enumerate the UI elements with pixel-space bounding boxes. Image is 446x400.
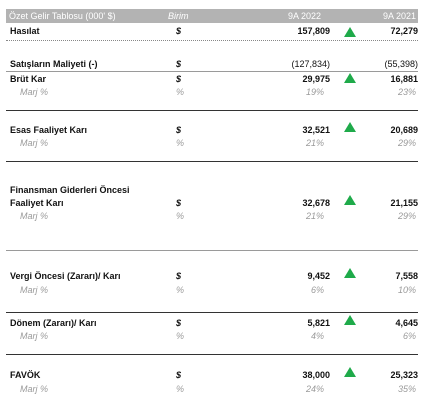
- divider: [6, 110, 418, 111]
- margin-label: Marj %: [20, 87, 49, 97]
- row-label: Vergi Öncesi (Zararı)/ Karı: [10, 271, 121, 281]
- margin-2021: 10%: [397, 285, 416, 295]
- divider: [6, 40, 418, 41]
- margin-unit: %: [176, 87, 185, 97]
- table-title: Özet Gelir Tablosu (000' $): [9, 11, 116, 21]
- table-row-brut-margin: Marj % % 19% 23%: [6, 86, 418, 99]
- margin-unit: %: [176, 384, 185, 394]
- row-label: Hasılat: [10, 26, 40, 36]
- row-label-line1: Finansman Giderleri Öncesi: [10, 185, 130, 195]
- currency-symbol: $: [176, 26, 182, 36]
- table-row-favok: FAVÖK $ 38,000 25,323: [6, 369, 418, 382]
- table-row-esas-faaliyet: Esas Faaliyet Karı $ 32,521 20,689: [6, 124, 418, 137]
- margin-label: Marj %: [20, 285, 49, 295]
- up-triangle-icon: [344, 73, 356, 83]
- value-2021: 25,323: [390, 370, 418, 380]
- row-label-line2: Faaliyet Karı: [10, 198, 64, 208]
- value-2021: 16,881: [390, 74, 418, 84]
- margin-unit: %: [176, 285, 185, 295]
- value-2021: 4,645: [395, 318, 418, 328]
- row-label: FAVÖK: [10, 370, 41, 380]
- margin-label: Marj %: [20, 138, 49, 148]
- divider: [6, 250, 418, 251]
- divider: [6, 71, 418, 72]
- up-triangle-icon: [344, 195, 356, 205]
- up-triangle-icon: [344, 27, 356, 37]
- divider: [6, 312, 418, 313]
- margin-2021: 23%: [397, 87, 416, 97]
- margin-label: Marj %: [20, 211, 49, 221]
- currency-symbol: $: [176, 198, 182, 208]
- margin-2021: 6%: [402, 331, 416, 341]
- up-triangle-icon: [344, 122, 356, 132]
- value-2022: 5,821: [307, 318, 330, 328]
- margin-2021: 29%: [397, 211, 416, 221]
- margin-label: Marj %: [20, 384, 49, 394]
- currency-symbol: $: [176, 370, 182, 380]
- value-2022: 38,000: [302, 370, 330, 380]
- table-row-brut-kar: Brüt Kar $ 29,975 16,881: [6, 73, 418, 86]
- margin-2021: 29%: [397, 138, 416, 148]
- table-row-finansman: Faaliyet Karı $ 32,678 21,155: [6, 197, 418, 210]
- up-triangle-icon: [344, 315, 356, 325]
- margin-label: Marj %: [20, 331, 49, 341]
- year-2021-column-header: 9A 2021: [382, 11, 416, 21]
- table-row-vergi: Vergi Öncesi (Zararı)/ Karı $ 9,452 7,55…: [6, 270, 418, 283]
- currency-symbol: $: [176, 59, 182, 69]
- table-row-vergi-margin: Marj % % 6% 10%: [6, 284, 418, 297]
- row-label: Satışların Maliyeti (-): [10, 59, 98, 69]
- margin-2022: 24%: [305, 384, 324, 394]
- unit-column-header: Birim: [168, 11, 189, 21]
- table-row-esas-margin: Marj % % 21% 29%: [6, 137, 418, 150]
- table-row-favok-margin: Marj % % 24% 35%: [6, 383, 418, 396]
- row-label: Brüt Kar: [10, 74, 47, 84]
- table-row-finansman-label: Finansman Giderleri Öncesi: [6, 184, 418, 197]
- row-label: Dönem (Zararı)/ Karı: [10, 318, 97, 328]
- table-row-hasilat: Hasılat $ 157,809 72,279: [6, 25, 418, 38]
- table-row-donem-margin: Marj % % 4% 6%: [6, 330, 418, 343]
- currency-symbol: $: [176, 318, 182, 328]
- margin-2022: 4%: [310, 331, 324, 341]
- margin-2022: 21%: [305, 138, 324, 148]
- value-2022: (127,834): [291, 59, 330, 69]
- margin-unit: %: [176, 331, 185, 341]
- value-2021: 21,155: [390, 198, 418, 208]
- table-header: Özet Gelir Tablosu (000' $) Birim 9A 202…: [6, 9, 418, 23]
- divider: [6, 354, 418, 355]
- row-label: Esas Faaliyet Karı: [10, 125, 88, 135]
- divider: [6, 161, 418, 162]
- up-triangle-icon: [344, 367, 356, 377]
- value-2022: 32,521: [302, 125, 330, 135]
- margin-2021: 35%: [397, 384, 416, 394]
- up-triangle-icon: [344, 268, 356, 278]
- table-row-maliyet: Satışların Maliyeti (-) $ (127,834) (55,…: [6, 58, 418, 71]
- year-2022-column-header: 9A 2022: [287, 11, 321, 21]
- table-row-donem: Dönem (Zararı)/ Karı $ 5,821 4,645: [6, 317, 418, 330]
- value-2022: 9,452: [307, 271, 330, 281]
- currency-symbol: $: [176, 74, 182, 84]
- margin-unit: %: [176, 211, 185, 221]
- currency-symbol: $: [176, 125, 182, 135]
- value-2021: 20,689: [390, 125, 418, 135]
- value-2021: (55,398): [384, 59, 418, 69]
- margin-2022: 6%: [310, 285, 324, 295]
- table-row-finansman-margin: Marj % % 21% 29%: [6, 210, 418, 223]
- value-2022: 157,809: [297, 26, 330, 36]
- value-2022: 29,975: [302, 74, 330, 84]
- value-2022: 32,678: [302, 198, 330, 208]
- margin-2022: 21%: [305, 211, 324, 221]
- currency-symbol: $: [176, 271, 182, 281]
- value-2021: 72,279: [390, 26, 418, 36]
- margin-unit: %: [176, 138, 185, 148]
- margin-2022: 19%: [305, 87, 324, 97]
- value-2021: 7,558: [395, 271, 418, 281]
